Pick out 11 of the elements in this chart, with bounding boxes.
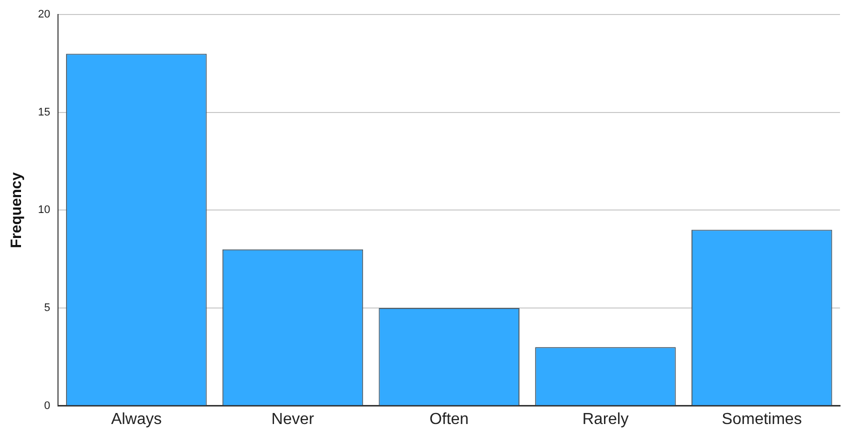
x-tick-label: Sometimes (722, 410, 802, 428)
y-tick-label: 0 (44, 400, 50, 412)
y-tick-label: 20 (38, 8, 50, 21)
y-axis-title: Frequency (8, 172, 26, 248)
y-tick-label: 10 (38, 204, 50, 216)
y-tick-label: 15 (38, 106, 50, 118)
x-tick-label: Often (430, 410, 469, 428)
x-tick-label: Never (271, 410, 315, 428)
y-tick-label: 5 (44, 302, 50, 314)
x-tick-label: Always (111, 410, 162, 428)
x-tick-label: Rarely (582, 410, 629, 428)
